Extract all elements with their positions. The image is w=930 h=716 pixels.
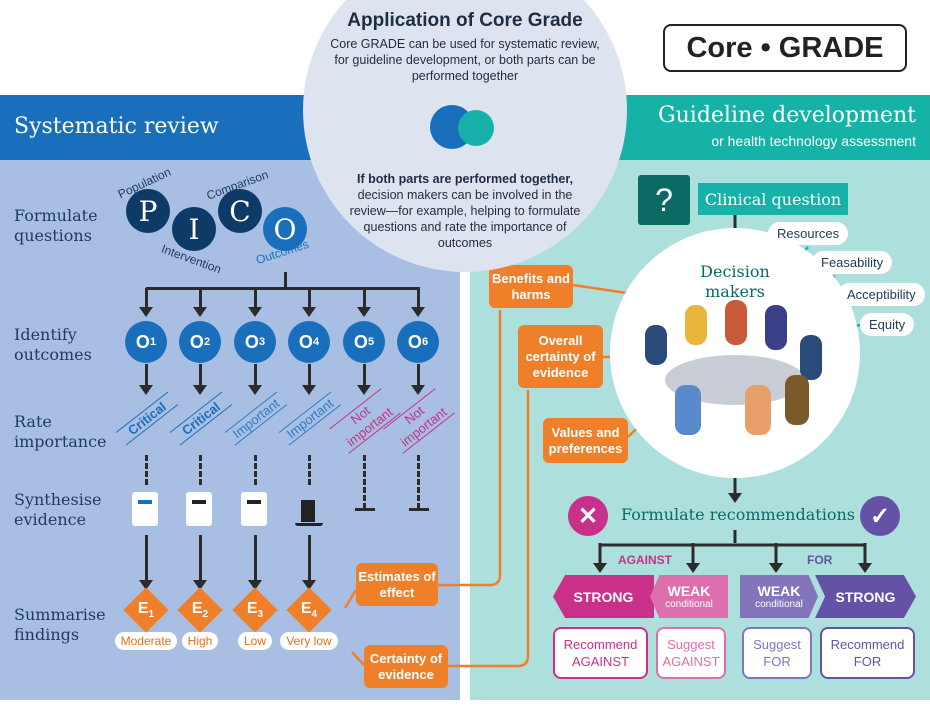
finding-1: E1 [137,600,155,621]
recommend-for-bubble: Recommend FOR [820,627,915,679]
strong-against-chevron: STRONG [553,575,654,618]
finding-2: E2 [191,600,209,621]
stop-bar-icon [355,508,375,511]
bubble-line: FOR [763,654,791,669]
for-label: FOR [807,553,833,567]
factor-feasability: Feasability [812,251,893,274]
bubble-line: FOR [853,654,882,669]
weak-for-chevron: WEAK conditional [740,575,818,618]
row-identify-outcomes: Identify outcomes [14,325,92,364]
text-document-icon [124,490,168,530]
decision-makers-label: Decision makers [700,262,770,301]
people-at-table-illustration [635,300,835,455]
stop-bar-icon [409,508,429,511]
chevron-label: WEAK [757,583,801,599]
factor-resources: Resources [768,222,849,245]
core-grade-logo: Core • GRADE [663,24,907,72]
chevron-label: STRONG [835,588,896,605]
overlap-note: decision makers can be involved in the r… [349,188,581,250]
values-and-preferences-box: Values and preferences [543,418,628,463]
factor-equity: Equity [860,313,915,336]
page-title: Application of Core Grade [347,10,583,31]
finding-4: E4 [300,600,318,621]
scatter-plot-icon [178,490,222,530]
page-subtitle: Core GRADE can be used for systematic re… [330,37,600,83]
pico-i: I [172,207,216,251]
chevron-label: WEAK [667,583,711,599]
strong-for-chevron: STRONG [815,575,916,618]
bubble-line: Recommend [563,637,638,652]
row-formulate-questions: Formulate questions [14,206,98,245]
certainty-pill: Low [237,632,272,650]
overall-certainty-box: Overall certainty of evidence [518,325,603,388]
pico-c: C [218,189,262,233]
overlap-note-bold: If both parts are performed together, [356,172,573,186]
outcome-branch-line [146,287,420,290]
systematic-review-title: Systematic review [14,114,219,139]
weak-against-chevron: WEAK conditional [650,575,728,618]
guideline-title: Guideline development [658,103,916,128]
bubble-line: Recommend [830,637,905,652]
certainty-pill: High [181,632,219,650]
row-synthesise-evidence: Synthesise evidence [14,490,102,529]
chevron-label: STRONG [573,588,634,605]
question-mark-icon: ? [638,175,690,225]
bubble-line: AGAINST [662,654,720,669]
cross-icon: ✕ [568,496,608,536]
against-label: AGAINST [618,553,672,567]
puzzle-slot-icon [458,110,494,146]
row-rate-importance: Rate importance [14,412,107,451]
pie-chart-monitor-icon [233,490,277,530]
formulate-recommendations-label: Formulate recommendations [621,505,855,524]
certainty-of-evidence-box: Certainty of evidence [364,645,448,688]
pico-p: P [126,189,170,233]
chevron-sublabel: conditional [665,599,713,610]
pico-o: O [263,207,307,251]
clinical-question-box: Clinical question [698,183,848,215]
row-summarise-findings: Summarise findings [14,605,106,644]
suggest-for-bubble: Suggest FOR [742,627,812,679]
check-icon: ✓ [860,496,900,536]
recommend-against-bubble: Recommend AGAINST [553,627,648,679]
guideline-subtitle: or health technology assessment [711,133,916,149]
clinical-question-label: Clinical question [704,189,842,209]
finding-3: E3 [246,600,264,621]
bubble-line: AGAINST [571,654,630,669]
bubble-line: Suggest [753,637,801,652]
bar-chart-icon [287,490,331,530]
estimates-of-effect-box: Estimates of effect [356,563,438,606]
suggest-against-bubble: Suggest AGAINST [656,627,726,679]
certainty-pill: Very low [280,632,338,650]
certainty-pill: Moderate [114,632,178,650]
bubble-line: Suggest [667,637,715,652]
chevron-sublabel: conditional [755,599,803,610]
benefits-and-harms-box: Benefits and harms [489,265,573,308]
factor-acceptibility: Acceptibility [838,283,925,306]
